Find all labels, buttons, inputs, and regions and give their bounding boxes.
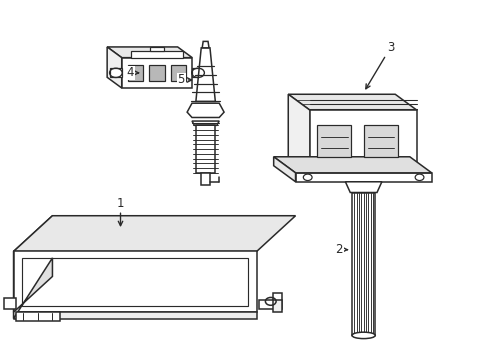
Polygon shape — [122, 58, 192, 88]
Polygon shape — [259, 293, 282, 309]
Polygon shape — [273, 157, 295, 182]
Polygon shape — [187, 103, 224, 117]
Polygon shape — [345, 182, 381, 193]
Polygon shape — [109, 68, 122, 77]
Text: 5: 5 — [177, 73, 191, 86]
Polygon shape — [16, 312, 60, 321]
Polygon shape — [14, 216, 295, 251]
Text: 2: 2 — [335, 243, 346, 256]
Text: 3: 3 — [365, 41, 393, 89]
Polygon shape — [351, 193, 374, 336]
Polygon shape — [149, 47, 164, 51]
Polygon shape — [170, 65, 186, 81]
Polygon shape — [201, 173, 210, 185]
Polygon shape — [107, 47, 192, 58]
Polygon shape — [14, 258, 52, 319]
Polygon shape — [131, 51, 182, 58]
Polygon shape — [287, 94, 416, 111]
Polygon shape — [272, 300, 282, 312]
Polygon shape — [107, 47, 122, 88]
Polygon shape — [309, 111, 416, 173]
Polygon shape — [273, 157, 431, 173]
Polygon shape — [14, 216, 52, 312]
Polygon shape — [149, 65, 164, 81]
Polygon shape — [4, 298, 16, 309]
Polygon shape — [14, 251, 256, 312]
Polygon shape — [127, 65, 143, 81]
Polygon shape — [202, 41, 208, 48]
Polygon shape — [317, 125, 351, 157]
Polygon shape — [363, 125, 397, 157]
Polygon shape — [196, 125, 215, 173]
Text: 4: 4 — [126, 66, 138, 79]
Polygon shape — [192, 121, 219, 125]
Polygon shape — [287, 94, 309, 173]
Polygon shape — [14, 312, 256, 319]
Polygon shape — [295, 173, 431, 182]
Polygon shape — [192, 68, 204, 77]
Text: 1: 1 — [117, 197, 124, 226]
Polygon shape — [196, 48, 215, 102]
Ellipse shape — [351, 332, 374, 339]
